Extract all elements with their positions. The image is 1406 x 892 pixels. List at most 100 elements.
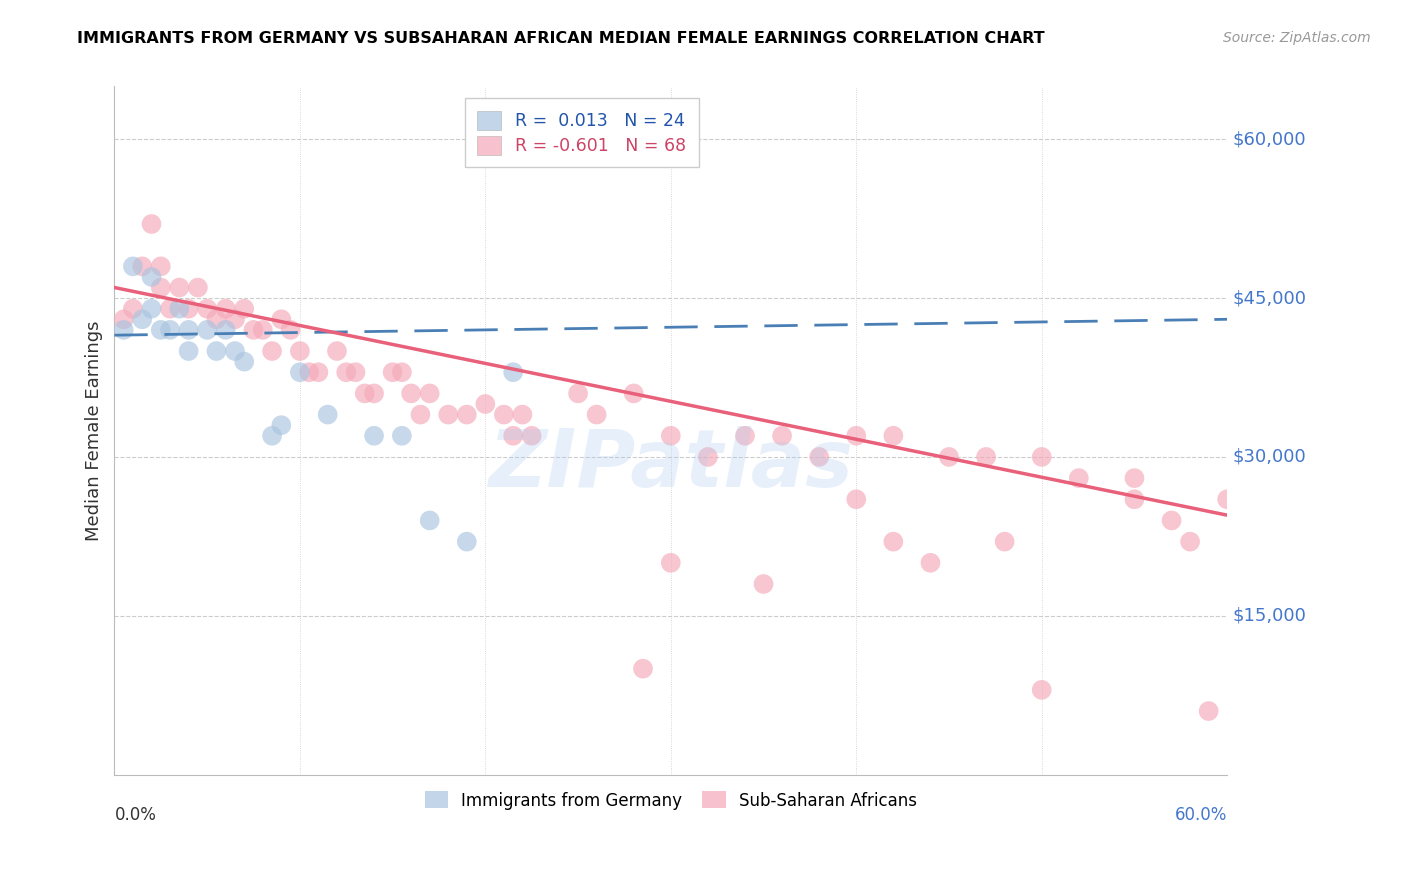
Point	[567, 386, 589, 401]
Point	[1216, 492, 1239, 507]
Point	[391, 429, 413, 443]
Point	[169, 280, 191, 294]
Point	[112, 312, 135, 326]
Text: 0.0%: 0.0%	[114, 805, 156, 823]
Point	[734, 429, 756, 443]
Point	[419, 386, 441, 401]
Point	[187, 280, 209, 294]
Point	[520, 429, 543, 443]
Point	[631, 662, 654, 676]
Point	[1123, 471, 1146, 485]
Point	[1198, 704, 1220, 718]
Point	[409, 408, 432, 422]
Point	[474, 397, 496, 411]
Point	[280, 323, 302, 337]
Point	[659, 556, 682, 570]
Point	[233, 301, 256, 316]
Point	[502, 365, 524, 379]
Point	[391, 365, 413, 379]
Point	[159, 323, 181, 337]
Text: IMMIGRANTS FROM GERMANY VS SUBSAHARAN AFRICAN MEDIAN FEMALE EARNINGS CORRELATION: IMMIGRANTS FROM GERMANY VS SUBSAHARAN AF…	[77, 31, 1045, 46]
Point	[808, 450, 831, 464]
Point	[260, 429, 283, 443]
Point	[242, 323, 264, 337]
Point	[363, 386, 385, 401]
Point	[512, 408, 534, 422]
Text: $30,000: $30,000	[1233, 448, 1306, 466]
Point	[845, 492, 868, 507]
Point	[131, 312, 153, 326]
Point	[326, 344, 349, 359]
Point	[845, 429, 868, 443]
Point	[353, 386, 375, 401]
Point	[381, 365, 404, 379]
Legend: Immigrants from Germany, Sub-Saharan Africans: Immigrants from Germany, Sub-Saharan Afr…	[416, 783, 925, 818]
Point	[177, 344, 200, 359]
Point	[1067, 471, 1090, 485]
Point	[696, 450, 718, 464]
Point	[122, 301, 145, 316]
Point	[363, 429, 385, 443]
Point	[456, 408, 478, 422]
Point	[252, 323, 274, 337]
Point	[141, 269, 163, 284]
Point	[994, 534, 1017, 549]
Text: $15,000: $15,000	[1233, 607, 1306, 624]
Point	[270, 312, 292, 326]
Point	[177, 323, 200, 337]
Point	[492, 408, 515, 422]
Point	[215, 301, 238, 316]
Point	[1178, 534, 1201, 549]
Point	[131, 260, 153, 274]
Point	[260, 344, 283, 359]
Text: $60,000: $60,000	[1233, 130, 1306, 148]
Point	[316, 408, 339, 422]
Point	[205, 312, 228, 326]
Point	[233, 354, 256, 368]
Point	[298, 365, 321, 379]
Point	[1031, 682, 1053, 697]
Point	[307, 365, 329, 379]
Text: Source: ZipAtlas.com: Source: ZipAtlas.com	[1223, 31, 1371, 45]
Point	[288, 365, 311, 379]
Point	[344, 365, 367, 379]
Point	[112, 323, 135, 337]
Point	[770, 429, 793, 443]
Point	[122, 260, 145, 274]
Text: 60.0%: 60.0%	[1175, 805, 1227, 823]
Point	[141, 301, 163, 316]
Point	[752, 577, 775, 591]
Point	[149, 260, 172, 274]
Point	[335, 365, 357, 379]
Text: $45,000: $45,000	[1233, 289, 1306, 307]
Point	[399, 386, 422, 401]
Point	[623, 386, 645, 401]
Point	[974, 450, 997, 464]
Point	[224, 312, 246, 326]
Point	[141, 217, 163, 231]
Point	[177, 301, 200, 316]
Point	[938, 450, 960, 464]
Point	[1123, 492, 1146, 507]
Point	[149, 280, 172, 294]
Point	[149, 323, 172, 337]
Point	[169, 301, 191, 316]
Point	[456, 534, 478, 549]
Point	[195, 301, 218, 316]
Point	[502, 429, 524, 443]
Point	[437, 408, 460, 422]
Point	[585, 408, 607, 422]
Text: ZIPatlas: ZIPatlas	[488, 425, 853, 504]
Y-axis label: Median Female Earnings: Median Female Earnings	[86, 320, 103, 541]
Point	[1031, 450, 1053, 464]
Point	[882, 534, 904, 549]
Point	[215, 323, 238, 337]
Point	[659, 429, 682, 443]
Point	[419, 513, 441, 527]
Point	[224, 344, 246, 359]
Point	[1160, 513, 1182, 527]
Point	[920, 556, 942, 570]
Point	[270, 418, 292, 433]
Point	[288, 344, 311, 359]
Point	[882, 429, 904, 443]
